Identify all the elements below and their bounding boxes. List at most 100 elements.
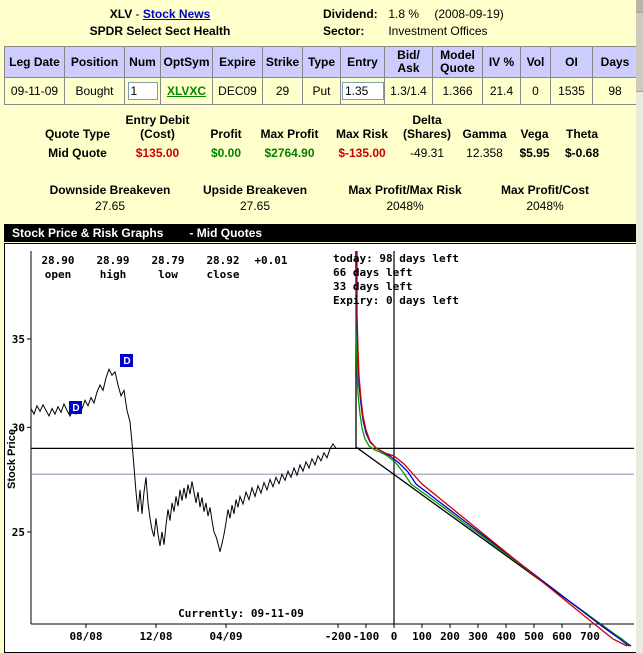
y-tick-label: 35 [12, 333, 25, 346]
profit-value: $0.00 [210, 146, 242, 160]
dividend-marker-label: D [72, 403, 79, 414]
days-cell: 98 [592, 77, 638, 105]
col-days: Days [592, 46, 638, 78]
ohlc-value: 28.90 [41, 254, 74, 267]
num-cell [124, 77, 161, 105]
ohlc-label: high [100, 268, 127, 281]
col-iv: IV % [482, 46, 521, 78]
quote-summary-header-row: Quote Type Entry Debit (Cost) Profit Max… [40, 112, 607, 142]
pl-tick-label: -100 [353, 630, 380, 643]
sector-line: Sector: Investment Offices [323, 23, 504, 40]
col-entry: Entry [340, 46, 385, 78]
fund-name: SPDR Select Sect Health [89, 24, 231, 38]
legend-item: 33 days left [333, 280, 412, 293]
pl-tick-label: 0 [391, 630, 398, 643]
legend-item: 66 days left [333, 266, 412, 279]
symbol-line: XLV - Stock News [0, 6, 320, 23]
ticker-symbol: XLV [109, 7, 133, 21]
col-num: Num [124, 46, 161, 78]
entry-cell [340, 77, 385, 105]
x-date-label: 04/09 [209, 630, 242, 643]
upside-breakeven: Upside Breakeven 27.65 [202, 183, 308, 213]
y-axis-title: Stock Price [6, 429, 18, 489]
col-entry-debit: Entry Debit (Cost) [125, 113, 190, 141]
breakeven-summary: Downside Breakeven 27.65 Upside Breakeve… [35, 182, 605, 214]
sector-value: Investment Offices [388, 24, 488, 38]
quote-summary-table: Quote Type Entry Debit (Cost) Profit Max… [40, 112, 607, 161]
entry-debit-value: $135.00 [135, 146, 180, 160]
max-profit-cost: Max Profit/Cost 2048% [500, 183, 589, 213]
downside-breakeven: Downside Breakeven 27.65 [49, 183, 171, 213]
ohlc-value: 28.79 [151, 254, 184, 267]
col-max-risk: Max Risk [335, 127, 389, 141]
col-model-quote: Model Quote [432, 46, 483, 78]
gamma-value: 12.358 [466, 146, 503, 160]
pl-tick-label: 400 [496, 630, 516, 643]
chart-title-bar: Stock Price & Risk Graphs - Mid Quotes [4, 224, 637, 242]
col-max-profit: Max Profit [260, 127, 319, 141]
col-expire: Expire [212, 46, 263, 78]
col-leg-date: Leg Date [4, 46, 65, 78]
col-theta: Theta [565, 127, 598, 141]
leg-table-data-row: 09-11-09 Bought XLVXC DEC09 29 Put 1.3/1… [4, 77, 638, 105]
scroll-up-button[interactable] [636, 0, 643, 12]
dividend-value: 1.8 % [388, 7, 420, 21]
max-profit-value: $2764.90 [264, 146, 315, 160]
leg-date-cell: 09-11-09 [4, 77, 65, 105]
col-profit: Profit [210, 127, 242, 141]
chart-subtitle: - Mid Quotes [189, 226, 263, 240]
col-delta: Delta (Shares) [402, 113, 452, 141]
theta-value: $-0.68 [564, 146, 600, 160]
col-type: Type [302, 46, 341, 78]
scroll-thumb[interactable] [636, 12, 643, 92]
legend-item: Expiry: 0 days left [333, 294, 459, 307]
stock-news-link[interactable]: Stock News [142, 7, 211, 21]
oi-cell: 1535 [550, 77, 593, 105]
strike-cell: 29 [262, 77, 303, 105]
option-leg-table: Leg Date Position Num OptSym Expire Stri… [4, 46, 638, 105]
vertical-scrollbar[interactable] [636, 0, 643, 653]
sector-label: Sector: [323, 24, 365, 38]
iv-cell: 21.4 [482, 77, 521, 105]
header-meta-block: Dividend: 1.8 % (2008-09-19) Sector: Inv… [323, 6, 504, 40]
dividend-marker-label: D [123, 356, 130, 367]
pl-tick-label: 100 [412, 630, 432, 643]
risk-curve-today-98-days [356, 251, 628, 647]
ohlc-value: +0.01 [254, 254, 287, 267]
vega-value: $5.95 [519, 146, 550, 160]
num-contracts-input[interactable] [127, 82, 158, 100]
stock-price-risk-graph: 35 30 25 08/08 12/08 04/09 -200 -100 0 100 200 300 4… [6, 250, 634, 647]
ohlc-value: 28.99 [96, 254, 129, 267]
col-strike: Strike [262, 46, 303, 78]
quote-type-value: Mid Quote [48, 146, 107, 160]
pl-tick-label: 600 [552, 630, 572, 643]
x-date-label: 08/08 [69, 630, 102, 643]
expire-cell: DEC09 [212, 77, 263, 105]
pl-tick-label: 300 [468, 630, 488, 643]
ohlc-label: low [158, 268, 178, 281]
col-position: Position [64, 46, 125, 78]
chart-title: Stock Price & Risk Graphs [12, 226, 164, 240]
pl-tick-label: 500 [524, 630, 544, 643]
leg-table-header-row: Leg Date Position Num OptSym Expire Stri… [4, 46, 638, 78]
col-optsym: OptSym [160, 46, 213, 78]
optsym-cell: XLVXC [160, 77, 213, 105]
pl-tick-label: -200 [325, 630, 352, 643]
chart-panel: 35 30 25 08/08 12/08 04/09 -200 -100 0 100 200 300 4… [4, 243, 637, 653]
dividend-marker [120, 354, 133, 367]
delta-value: -49.31 [409, 146, 445, 160]
quote-summary-value-row: Mid Quote $135.00 $0.00 $2764.90 $-135.0… [40, 142, 607, 161]
dividend-marker [69, 401, 82, 414]
y-tick-label: 25 [12, 526, 25, 539]
col-oi: OI [550, 46, 593, 78]
optsym-link[interactable]: XLVXC [166, 84, 207, 98]
ohlc-label: close [206, 268, 239, 281]
col-vega: Vega [520, 127, 549, 141]
header-title-block: XLV - Stock News SPDR Select Sect Health [0, 6, 320, 40]
entry-price-input[interactable] [342, 82, 384, 100]
max-risk-value: $-135.00 [338, 146, 386, 160]
col-bid-ask: Bid/ Ask [384, 46, 433, 78]
dash-separator: - [135, 7, 140, 21]
legend-item: today: 98 days left [333, 252, 459, 265]
